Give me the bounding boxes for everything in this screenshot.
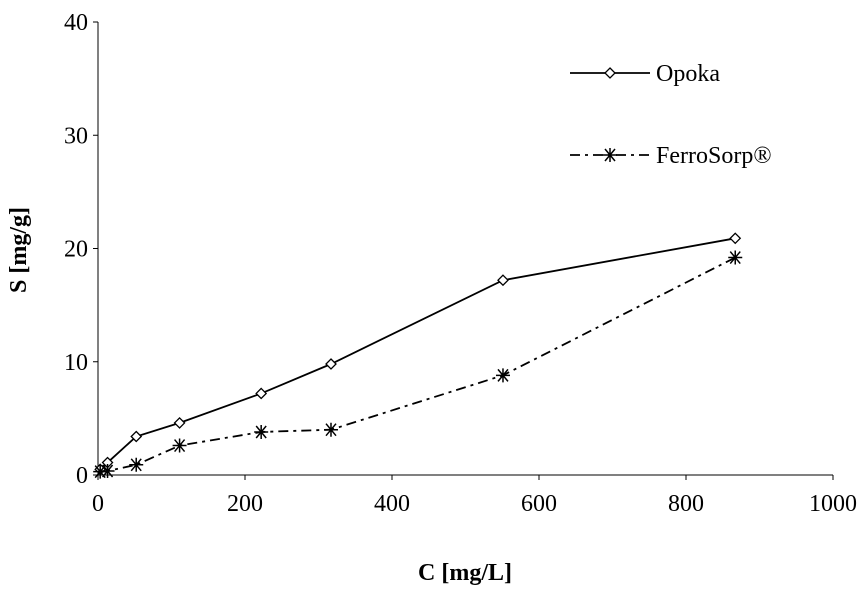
series-line	[100, 256, 736, 473]
y-tick-label: 0	[76, 463, 88, 489]
data-point	[93, 464, 108, 479]
x-tick-label: 400	[374, 491, 410, 517]
data-point	[129, 457, 144, 472]
x-tick-label: 1000	[809, 491, 857, 517]
series-line	[99, 237, 736, 470]
x-tick-label: 200	[227, 491, 263, 517]
data-point	[255, 387, 268, 400]
data-point	[728, 250, 743, 265]
data-point	[100, 464, 115, 479]
data-point	[173, 416, 186, 429]
legend-marker	[603, 148, 617, 162]
legend-marker	[604, 67, 616, 79]
legend-label: Opoka	[656, 61, 720, 87]
x-tick-label: 0	[92, 491, 104, 517]
x-tick-label: 600	[521, 491, 557, 517]
data-point	[729, 232, 742, 245]
data-point	[325, 358, 337, 370]
y-tick-label: 30	[64, 123, 88, 149]
y-tick-label: 40	[64, 10, 88, 36]
data-point	[254, 424, 269, 439]
x-axis-label: C [mg/L]	[418, 560, 512, 586]
data-point	[172, 438, 187, 453]
data-point	[497, 274, 509, 287]
data-point	[495, 368, 510, 383]
y-tick-label: 10	[64, 350, 88, 376]
y-axis-label: S [mg/g]	[6, 207, 32, 293]
x-tick-label: 800	[668, 491, 704, 517]
legend-label: FerroSorp®	[656, 143, 772, 169]
y-tick-label: 20	[64, 237, 88, 263]
data-point	[130, 430, 143, 443]
data-point	[323, 422, 338, 437]
